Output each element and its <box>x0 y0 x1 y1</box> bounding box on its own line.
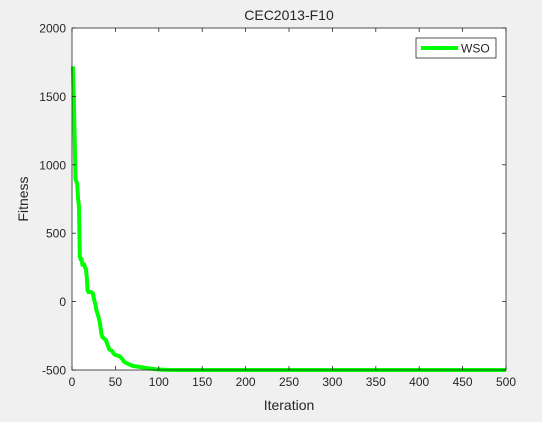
y-tick-label: 0 <box>59 295 66 309</box>
y-axis-label: Fitness <box>15 176 31 221</box>
x-tick-label: 300 <box>322 375 342 389</box>
x-tick-label: 150 <box>192 375 212 389</box>
y-tick-label: 1000 <box>39 158 66 172</box>
x-tick-label: 400 <box>409 375 429 389</box>
plot-area <box>72 28 506 370</box>
x-tick-label: 450 <box>453 375 473 389</box>
y-tick-label: 500 <box>46 227 66 241</box>
x-axis-label: Iteration <box>264 397 315 413</box>
axes-layer: 0 50 100 150 200 250 300 350 400 450 500-500050010… <box>39 22 516 390</box>
x-tick-label: 200 <box>236 375 256 389</box>
x-tick-label: 350 <box>366 375 386 389</box>
y-tick-label: 2000 <box>39 22 66 36</box>
data-layer <box>70 66 506 372</box>
x-tick-label: 100 <box>149 375 169 389</box>
y-tick-label: -500 <box>42 364 66 378</box>
y-tick-label: 1500 <box>39 90 66 104</box>
legend-label-wso: WSO <box>461 42 490 56</box>
series-line-wso <box>70 66 506 372</box>
x-tick-label: 0 <box>69 375 76 389</box>
x-tick-label: 50 <box>109 375 123 389</box>
legend[interactable]: WSO <box>415 37 497 59</box>
chart-title: CEC2013-F10 <box>244 7 334 23</box>
x-tick-label: 500 <box>496 375 516 389</box>
x-tick-label: 250 <box>279 375 299 389</box>
